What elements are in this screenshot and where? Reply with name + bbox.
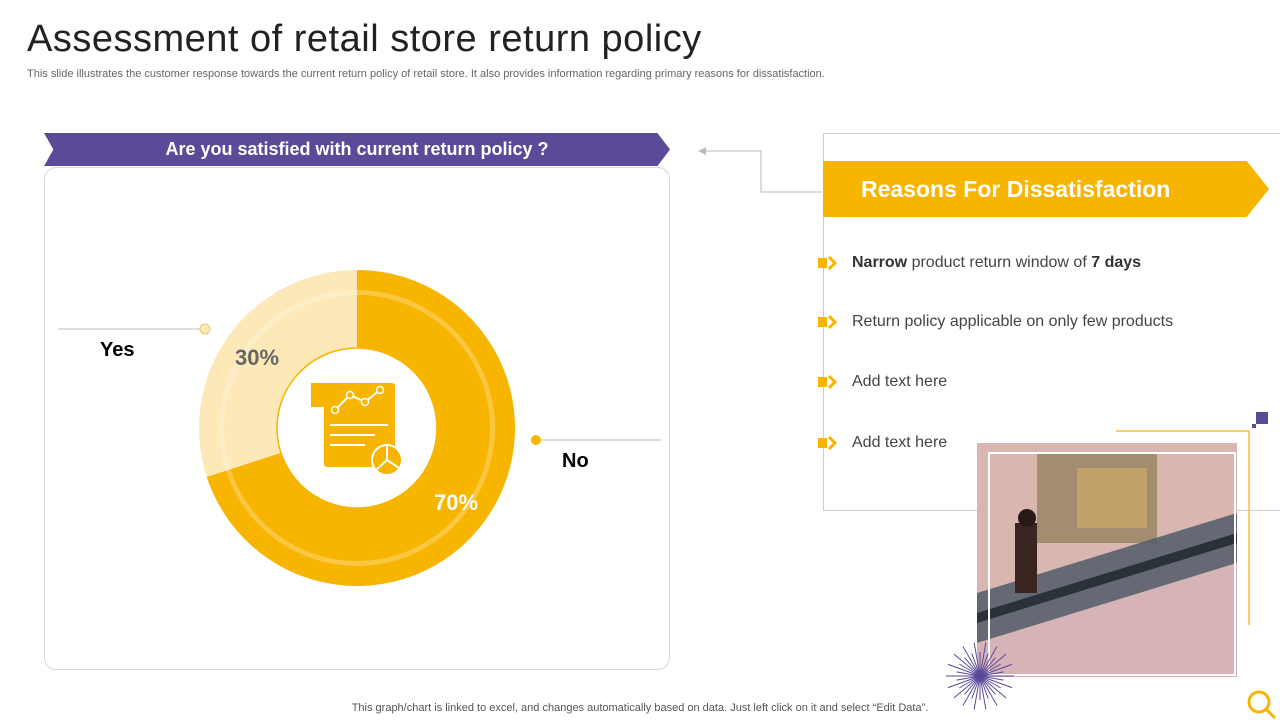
starburst-decoration-icon [946, 642, 1014, 710]
reason-bold-start: Narrow [852, 254, 908, 271]
page-subtitle: This slide illustrates the customer resp… [27, 68, 825, 80]
reasons-banner: Reasons For Dissatisfaction [823, 161, 1269, 217]
connector-arrowhead [698, 147, 706, 155]
footer-note: This graph/chart is linked to excel, and… [351, 702, 929, 714]
shopping-mall-photo [977, 443, 1237, 677]
chart-panel [44, 167, 670, 670]
reason-item: Narrow product return window of 7 days [818, 251, 1141, 275]
reason-item: Add text here [818, 370, 947, 394]
reason-item: Add text here [818, 431, 947, 455]
reasons-title: Reasons For Dissatisfaction [861, 175, 1171, 202]
page-title: Assessment of retail store return policy [27, 18, 702, 60]
reason-text: Return policy applicable on only few pro… [852, 313, 1174, 330]
connector-line [705, 150, 822, 193]
question-banner: Are you satisfied with current return po… [44, 133, 670, 166]
arrow-bullet-icon [818, 255, 838, 271]
reason-text: Add text here [852, 373, 948, 390]
search-icon [1247, 690, 1277, 720]
decorative-corner-lines [1116, 412, 1268, 625]
reason-item: Return policy applicable on only few pro… [818, 310, 1173, 334]
photo-frame [988, 452, 1236, 676]
arrow-bullet-icon [818, 374, 838, 390]
question-text: Are you satisfied with current return po… [165, 139, 549, 159]
reason-text: product return window of [907, 254, 1092, 271]
arrow-bullet-icon [818, 435, 838, 451]
arrow-bullet-icon [818, 314, 838, 330]
reason-bold-end: 7 days [1091, 254, 1142, 271]
reason-text: Add text here [852, 434, 948, 451]
